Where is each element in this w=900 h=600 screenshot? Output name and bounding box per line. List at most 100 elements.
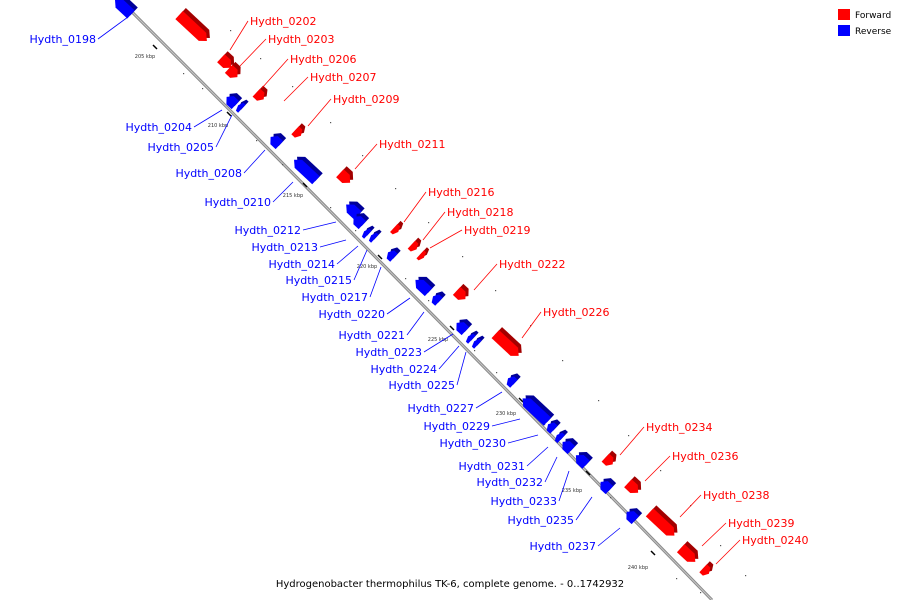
gene-arrow[interactable] <box>235 102 246 113</box>
gene-label-hydth-0203[interactable]: Hydth_0203 <box>268 33 335 46</box>
gene-label-hydth-0230[interactable]: Hydth_0230 <box>439 437 506 450</box>
gene-arrow[interactable] <box>562 441 576 455</box>
gene-label-hydth-0222[interactable]: Hydth_0222 <box>499 258 566 271</box>
gene-label-hydth-0224[interactable]: Hydth_0224 <box>370 363 437 376</box>
gene-arrow[interactable] <box>294 159 320 185</box>
gene-hydth-0210[interactable] <box>294 156 323 185</box>
gene-label-hydth-0239[interactable]: Hydth_0239 <box>728 517 795 530</box>
gene-hydth-0215[interactable] <box>353 213 370 230</box>
gene-label-hydth-0237[interactable]: Hydth_0237 <box>529 540 596 553</box>
gene-hydth-0206[interactable] <box>224 61 241 78</box>
gene-arrow[interactable] <box>506 376 518 388</box>
gene-arrow[interactable] <box>291 126 303 138</box>
gene-hydth-0233[interactable] <box>575 452 593 469</box>
gene-arrow[interactable] <box>546 422 558 434</box>
gene-label-hydth-0223[interactable]: Hydth_0223 <box>355 346 422 359</box>
gene-hydth-0224[interactable] <box>465 330 479 344</box>
gene-hydth-0220[interactable] <box>415 276 436 297</box>
gene-label-hydth-0214[interactable]: Hydth_0214 <box>268 258 335 271</box>
gene-label-hydth-0226[interactable]: Hydth_0226 <box>543 306 610 319</box>
gene-arrow[interactable] <box>491 330 519 356</box>
gene-label-hydth-0206[interactable]: Hydth_0206 <box>290 53 357 66</box>
gene-arrow[interactable] <box>456 322 470 336</box>
gene-hydth-0223[interactable] <box>456 319 473 336</box>
gene-hydth-0226[interactable] <box>491 327 522 356</box>
gene-label-hydth-0213[interactable]: Hydth_0213 <box>251 241 318 254</box>
gene-hydth-0205[interactable] <box>235 99 249 113</box>
gene-arrow[interactable] <box>452 286 466 300</box>
gene-label-hydth-0207[interactable]: Hydth_0207 <box>310 71 377 84</box>
gene-arrow[interactable] <box>353 216 367 230</box>
gene-hydth-0207[interactable] <box>252 85 268 101</box>
gene-label-hydth-0240[interactable]: Hydth_0240 <box>742 534 809 547</box>
gene-arrow[interactable] <box>226 96 240 110</box>
gene-label-hydth-0219[interactable]: Hydth_0219 <box>464 224 531 237</box>
gene-hydth-0212[interactable] <box>346 201 365 220</box>
gene-hydth-0238[interactable] <box>645 505 678 536</box>
gene-arrow[interactable] <box>368 232 379 243</box>
gene-hydth-0234[interactable] <box>601 450 617 466</box>
gene-label-hydth-0231[interactable]: Hydth_0231 <box>458 460 525 473</box>
gene-label-hydth-0220[interactable]: Hydth_0220 <box>318 308 385 321</box>
gene-label-hydth-0218[interactable]: Hydth_0218 <box>447 206 514 219</box>
gene-hydth-0232[interactable] <box>562 438 579 455</box>
gene-label-hydth-0232[interactable]: Hydth_0232 <box>476 476 543 489</box>
gene-arrow[interactable] <box>575 455 590 469</box>
gene-hydth-0237[interactable] <box>626 508 643 525</box>
gene-hydth-0211[interactable] <box>336 166 354 183</box>
gene-label-hydth-0204[interactable]: Hydth_0204 <box>125 121 192 134</box>
gene-arrow[interactable] <box>114 0 135 19</box>
gene-hydth-0209[interactable] <box>291 123 306 138</box>
gene-label-hydth-0229[interactable]: Hydth_0229 <box>423 420 490 433</box>
gene-hydth-0219[interactable] <box>416 247 430 261</box>
gene-arrow[interactable] <box>346 204 362 220</box>
gene-arrow[interactable] <box>386 250 398 262</box>
gene-arrow[interactable] <box>431 294 443 306</box>
gene-arrow[interactable] <box>465 333 476 344</box>
gene-arrow[interactable] <box>416 250 427 261</box>
gene-label-hydth-0236[interactable]: Hydth_0236 <box>672 450 739 463</box>
gene-label-hydth-0233[interactable]: Hydth_0233 <box>490 495 557 508</box>
gene-label-hydth-0198[interactable]: Hydth_0198 <box>29 33 96 46</box>
gene-label-hydth-0216[interactable]: Hydth_0216 <box>428 186 495 199</box>
gene-label-hydth-0221[interactable]: Hydth_0221 <box>338 329 405 342</box>
gene-hydth-0216[interactable] <box>390 220 404 235</box>
gene-arrow[interactable] <box>270 136 284 150</box>
gene-arrow[interactable] <box>624 479 639 493</box>
gene-label-hydth-0210[interactable]: Hydth_0210 <box>204 196 271 209</box>
gene-hydth-0218[interactable] <box>407 237 422 252</box>
gene-arrow[interactable] <box>252 88 265 101</box>
gene-label-hydth-0227[interactable]: Hydth_0227 <box>407 402 474 415</box>
gene-hydth-0230[interactable] <box>546 419 561 434</box>
gene-label-hydth-0234[interactable]: Hydth_0234 <box>646 421 713 434</box>
gene-hydth-0239[interactable] <box>676 541 699 562</box>
gene-label-hydth-0212[interactable]: Hydth_0212 <box>234 224 301 237</box>
gene-hydth-0235[interactable] <box>600 478 617 495</box>
gene-hydth-0203[interactable] <box>217 51 235 68</box>
gene-arrow[interactable] <box>336 169 351 183</box>
gene-hydth-0204[interactable] <box>226 93 243 110</box>
gene-arrow[interactable] <box>224 64 238 78</box>
gene-arrow[interactable] <box>699 564 711 576</box>
gene-hydth-0225[interactable] <box>471 335 485 349</box>
gene-label-hydth-0211[interactable]: Hydth_0211 <box>379 138 446 151</box>
gene-arrow[interactable] <box>217 54 232 68</box>
gene-arrow[interactable] <box>626 511 640 525</box>
gene-arrow[interactable] <box>407 240 419 252</box>
gene-label-hydth-0215[interactable]: Hydth_0215 <box>285 274 352 287</box>
gene-hydth-0227[interactable] <box>506 373 521 388</box>
gene-hydth-0217[interactable] <box>386 247 401 262</box>
gene-hydth-0240[interactable] <box>699 561 714 576</box>
gene-hydth-0213[interactable] <box>361 225 375 239</box>
gene-label-hydth-0217[interactable]: Hydth_0217 <box>301 291 368 304</box>
gene-hydth-0208[interactable] <box>270 133 287 150</box>
gene-arrow[interactable] <box>390 223 401 235</box>
gene-label-hydth-0202[interactable]: Hydth_0202 <box>250 15 317 28</box>
gene-hydth-0229[interactable] <box>522 395 555 426</box>
gene-hydth-0221[interactable] <box>431 291 446 306</box>
gene-hydth-0231[interactable] <box>554 429 568 444</box>
gene-arrow[interactable] <box>415 279 433 297</box>
gene-arrow[interactable] <box>361 228 372 239</box>
gene-hydth-0202[interactable] <box>175 8 210 41</box>
gene-arrow[interactable] <box>522 398 552 426</box>
